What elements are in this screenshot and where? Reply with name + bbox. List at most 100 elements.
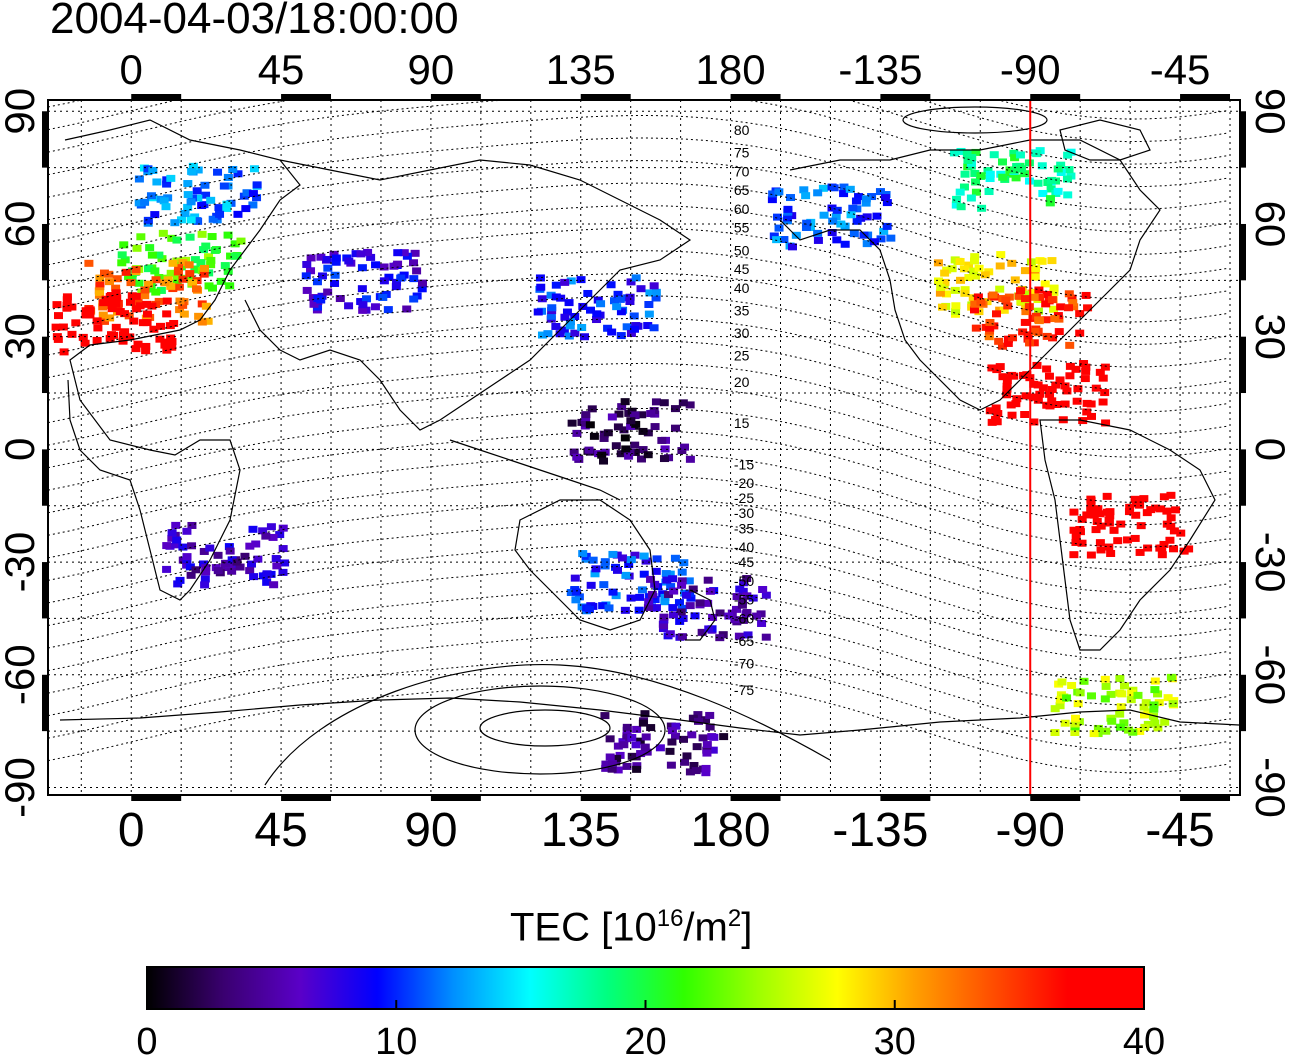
tec-cell (577, 323, 587, 331)
tec-cell (323, 288, 333, 296)
tec-cell (1041, 316, 1051, 324)
magnetic-contour (48, 475, 1227, 571)
tec-cell (743, 631, 753, 639)
tec-cell (245, 542, 255, 550)
tec-cell (223, 231, 233, 239)
tec-cell (987, 418, 997, 426)
tec-cell (604, 604, 614, 612)
tec-cell (1044, 372, 1054, 380)
tec-cell (1105, 508, 1115, 516)
tec-cell (173, 268, 183, 276)
tec-cell (772, 236, 782, 244)
tec-cell (180, 209, 190, 217)
tec-cell (1139, 703, 1149, 711)
grid-layer (48, 100, 1240, 795)
tec-cell (985, 175, 995, 183)
tec-cell (1034, 286, 1044, 294)
tec-cell (200, 181, 210, 189)
tec-cell (199, 560, 209, 568)
tec-cell (646, 410, 656, 418)
tec-cell (1156, 505, 1166, 513)
tec-cell (637, 411, 647, 419)
tec-cell (67, 330, 77, 338)
tec-cell (174, 264, 184, 272)
tec-cell (1009, 372, 1019, 380)
tec-cell (154, 251, 164, 259)
tec-region-japan-china (533, 274, 661, 341)
tec-cell (632, 725, 642, 733)
tec-cell (564, 299, 574, 307)
tec-cell (702, 741, 712, 749)
lat-tick-label-right: -60 (1247, 644, 1292, 705)
lon-tick-label-top: 45 (258, 46, 305, 93)
tec-cell (175, 306, 185, 314)
tec-cell (62, 293, 72, 301)
tec-cell (138, 319, 148, 327)
tec-cell (724, 612, 734, 620)
contour-label: -65 (734, 633, 754, 649)
axis-bar-bottom (281, 795, 332, 801)
tec-cell (112, 275, 122, 283)
tec-cell (1069, 551, 1079, 559)
tec-cell (1124, 508, 1134, 516)
tec-cell (1159, 493, 1169, 501)
tec-cell (201, 564, 211, 572)
tec-cell (635, 737, 645, 745)
tec-cell (734, 632, 744, 640)
tec-cell (1141, 699, 1151, 707)
tec-cell (1098, 398, 1108, 406)
tec-cell (356, 250, 366, 258)
tec-cell (242, 189, 252, 197)
tec-cell (643, 322, 653, 330)
contour-label: -40 (734, 539, 754, 555)
tec-cell (880, 194, 890, 202)
tec-cell (178, 301, 188, 309)
tec-cell (207, 233, 217, 241)
tec-region-usa-south (969, 286, 1093, 350)
tec-cell (95, 280, 105, 288)
tec-cell (607, 760, 617, 768)
axis-bar-top (131, 94, 182, 100)
tec-cell (959, 265, 969, 273)
tec-cell (1050, 315, 1060, 323)
tec-cell (1062, 694, 1072, 702)
tec-cell (1106, 549, 1116, 557)
tec-cell (1009, 149, 1019, 157)
tec-cell (1089, 730, 1099, 738)
tec-cell (1077, 515, 1087, 523)
tec-cell (417, 285, 427, 293)
tec-cell (225, 282, 235, 290)
tec-cell (192, 217, 202, 225)
tec-cell (127, 292, 137, 300)
tec-cell (167, 529, 177, 537)
tec-cell (306, 254, 316, 262)
tec-cell (559, 326, 569, 334)
tec-cell (1096, 522, 1106, 530)
tec-cell (129, 317, 139, 325)
magnetic-contour (48, 588, 1227, 684)
axes-layer: 0045459090135135180180-135-135-90-90-45-… (0, 46, 1292, 857)
tec-cell (1091, 526, 1101, 534)
tec-cell (988, 291, 998, 299)
axis-bar-right (1240, 449, 1246, 506)
tec-cell (1047, 176, 1057, 184)
tec-cell (732, 593, 742, 601)
lon-tick-label-bottom: 135 (541, 804, 621, 857)
tec-cell (206, 261, 216, 269)
tec-cell (625, 293, 635, 301)
tec-cell (547, 304, 557, 312)
tec-cell (1010, 154, 1020, 162)
tec-cell (641, 733, 651, 741)
tec-cell (1075, 689, 1085, 697)
tec-cell (119, 241, 129, 249)
tec-cell (1065, 341, 1075, 349)
tec-cell (134, 175, 144, 183)
tec-cell (261, 532, 271, 540)
tec-cell (592, 310, 602, 318)
tec-cell (960, 170, 970, 178)
tec-cell (1047, 257, 1057, 265)
tec-region-antarctica-east (600, 710, 729, 777)
tec-cell (650, 423, 660, 431)
tec-cell (715, 634, 725, 642)
tec-cell (1021, 392, 1031, 400)
